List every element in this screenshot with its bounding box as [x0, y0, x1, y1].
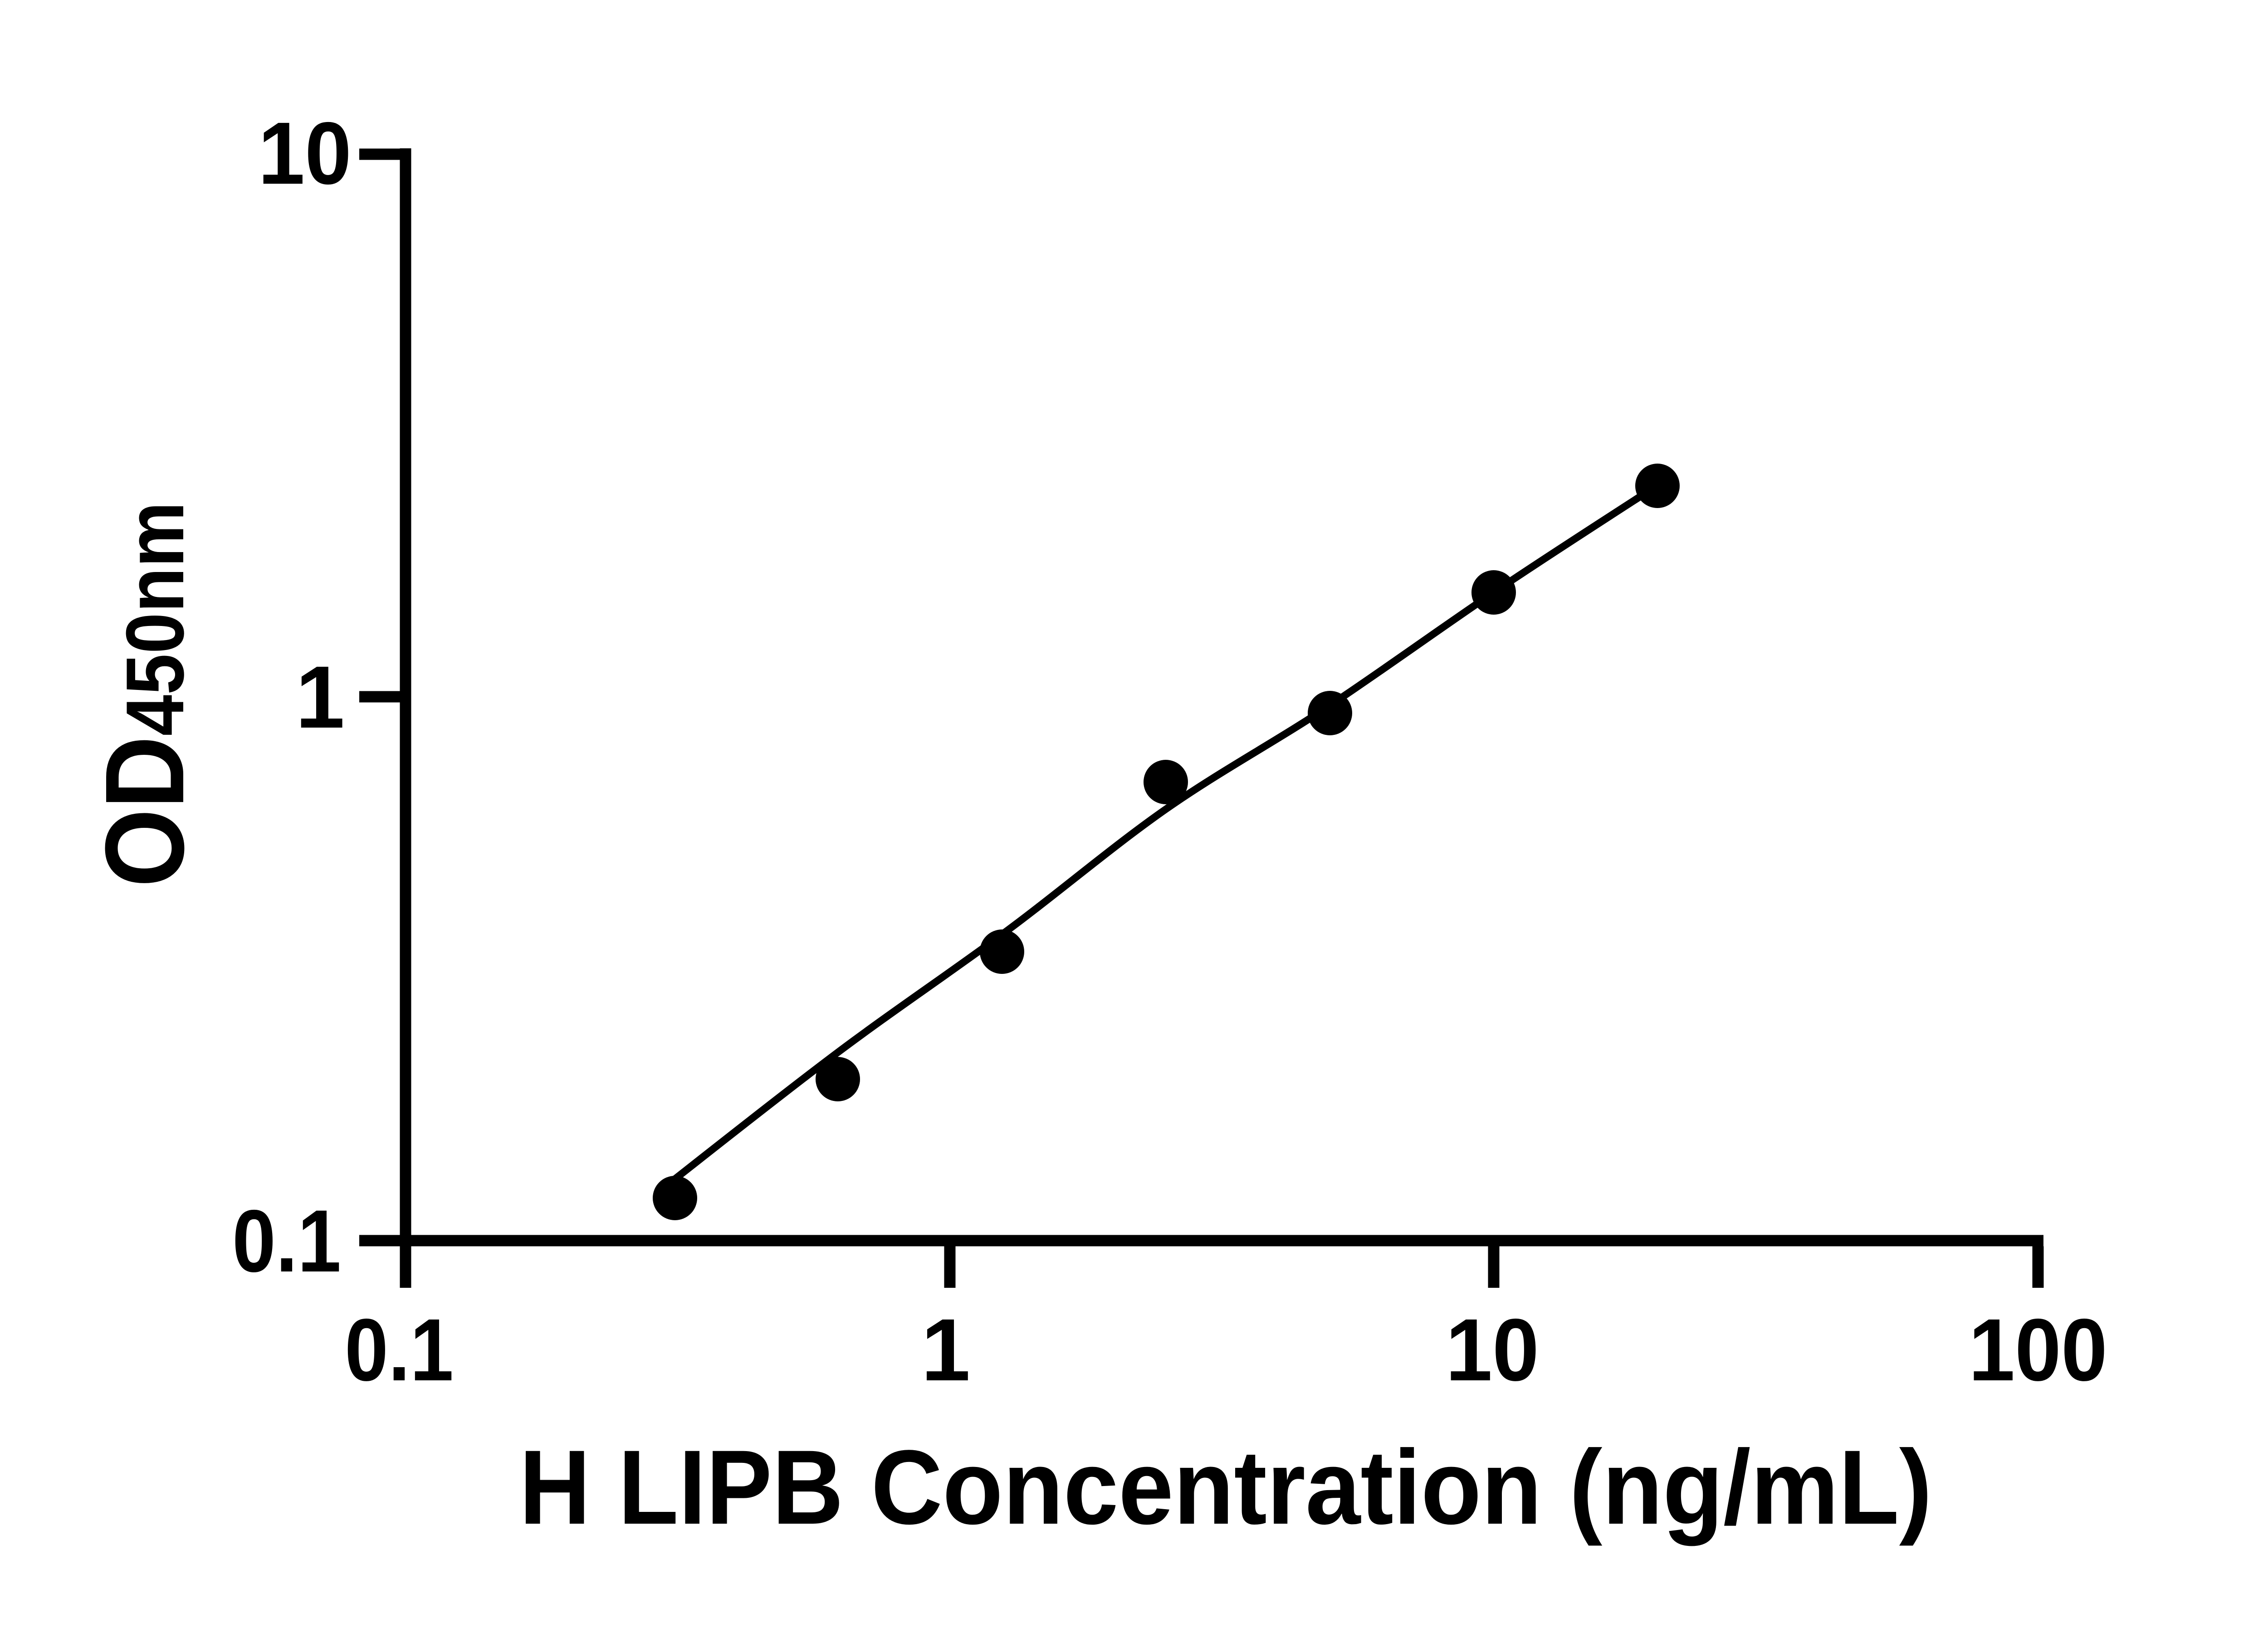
svg-text:0.1: 0.1: [232, 1192, 341, 1291]
svg-text:10: 10: [1446, 1301, 1539, 1399]
svg-text:1: 1: [296, 648, 345, 747]
svg-text:10: 10: [258, 104, 352, 203]
svg-text:0.1: 0.1: [345, 1301, 454, 1399]
svg-text:100: 100: [1969, 1301, 2107, 1399]
svg-text:OD450nm: OD450nm: [82, 502, 207, 887]
svg-text:1: 1: [921, 1301, 970, 1399]
svg-text:H LIPB Concentration (ng/mL): H LIPB Concentration (ng/mL): [519, 1428, 1932, 1546]
